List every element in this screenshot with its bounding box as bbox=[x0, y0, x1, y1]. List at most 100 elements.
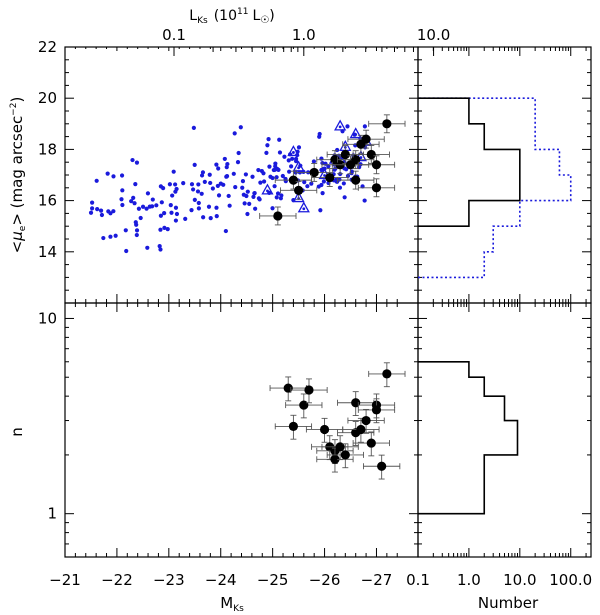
black-point bbox=[319, 424, 330, 435]
blue-dot bbox=[319, 182, 324, 188]
hist-x-tick-label: 1.0 bbox=[457, 571, 481, 589]
blue-dot bbox=[167, 182, 172, 187]
panel-top-left-frame bbox=[64, 46, 419, 304]
blue-dot bbox=[286, 158, 291, 163]
black-point bbox=[366, 438, 376, 448]
blue-triangle-dot bbox=[266, 189, 269, 193]
blue-dot bbox=[214, 214, 219, 219]
blue-dot bbox=[305, 184, 310, 189]
blue-dot bbox=[342, 195, 347, 200]
blue-dot bbox=[134, 232, 139, 238]
hist-x-axis-label: Number bbox=[478, 594, 539, 612]
black-point bbox=[309, 167, 319, 178]
blue-dot bbox=[290, 156, 295, 161]
blue-dot bbox=[90, 206, 95, 211]
blue-dot bbox=[231, 171, 236, 176]
black-point bbox=[294, 185, 304, 195]
blue-dot bbox=[95, 207, 100, 212]
blue-dot bbox=[280, 173, 285, 179]
blue-dot bbox=[202, 179, 207, 184]
blue-dot bbox=[207, 172, 212, 177]
black-point bbox=[330, 454, 340, 464]
blue-dot bbox=[271, 167, 276, 173]
x-tick-label: −22 bbox=[101, 571, 133, 589]
blue-triangle bbox=[349, 127, 362, 139]
blue-dot bbox=[111, 209, 116, 214]
blue-dot bbox=[113, 233, 118, 238]
blue-dot bbox=[94, 178, 99, 183]
x-tick-label: −27 bbox=[361, 571, 393, 589]
blue-dot bbox=[98, 208, 104, 213]
blue-triangle bbox=[287, 145, 300, 157]
blue-dot bbox=[224, 174, 229, 179]
blue-dot bbox=[283, 179, 288, 184]
blue-dot bbox=[244, 193, 249, 199]
blue-dot bbox=[171, 169, 176, 174]
blue-dot bbox=[215, 183, 220, 189]
blue-dot bbox=[337, 185, 343, 190]
panel-bottom-right-frame bbox=[417, 302, 592, 558]
blue-dot bbox=[317, 134, 322, 139]
blue-dot bbox=[270, 206, 275, 211]
blue-dot bbox=[282, 154, 287, 159]
black-point bbox=[377, 461, 387, 471]
black-point bbox=[366, 149, 376, 160]
blue-dot bbox=[129, 199, 134, 204]
blue-dot bbox=[123, 228, 128, 233]
blue-dot bbox=[264, 150, 269, 155]
blue-dot bbox=[147, 204, 152, 209]
blue-dot bbox=[335, 147, 340, 153]
blue-dot bbox=[216, 193, 222, 198]
blue-dot bbox=[277, 150, 283, 155]
y-tick-label-top: 20 bbox=[38, 89, 57, 107]
x-tick-label: −21 bbox=[49, 571, 81, 589]
blue-triangle-dot bbox=[302, 207, 306, 211]
blue-dot bbox=[257, 197, 262, 202]
blue-dot bbox=[247, 201, 252, 206]
blue-dot bbox=[169, 210, 174, 215]
blue-triangle-dot bbox=[297, 166, 301, 170]
blue-dot bbox=[252, 191, 257, 196]
black-point bbox=[335, 442, 345, 452]
blue-dot bbox=[124, 248, 129, 254]
blue-dot bbox=[90, 200, 95, 205]
blue-dot bbox=[120, 202, 125, 208]
blue-dot bbox=[132, 201, 137, 206]
blue-dot bbox=[158, 247, 163, 252]
blue-dot bbox=[341, 181, 346, 186]
blue-dot bbox=[106, 209, 111, 214]
blue-dot bbox=[174, 211, 180, 217]
blue-dot bbox=[174, 186, 179, 192]
blue-dot bbox=[236, 150, 241, 156]
blue-dot bbox=[259, 168, 264, 174]
blue-dot bbox=[88, 210, 94, 215]
blue-dot bbox=[345, 124, 350, 129]
blue-dot bbox=[233, 184, 238, 190]
black-point bbox=[361, 134, 371, 144]
blue-dot bbox=[154, 203, 159, 208]
black-point bbox=[361, 415, 371, 426]
blue-dot bbox=[173, 182, 178, 187]
point-layer bbox=[88, 114, 406, 480]
black-point bbox=[382, 369, 392, 379]
blue-dot bbox=[134, 160, 140, 165]
blue-dot bbox=[138, 215, 143, 221]
blue-dot bbox=[134, 222, 139, 227]
blue-triangle-dot bbox=[338, 125, 342, 129]
blue-dot bbox=[162, 225, 167, 231]
blue-dot bbox=[344, 167, 349, 172]
black-point bbox=[288, 421, 299, 431]
blue-dot bbox=[258, 180, 263, 185]
blue-dot bbox=[277, 137, 282, 142]
blue-dot bbox=[108, 234, 113, 239]
x-tick-label: −23 bbox=[153, 571, 185, 589]
blue-dot bbox=[240, 185, 245, 190]
blue-dot bbox=[245, 189, 250, 194]
blue-dot bbox=[101, 235, 106, 241]
blue-dot bbox=[158, 213, 164, 218]
blue-dot bbox=[226, 193, 231, 199]
blue-triangle bbox=[292, 191, 305, 203]
black-point bbox=[304, 385, 314, 395]
blue-dot bbox=[242, 201, 247, 206]
